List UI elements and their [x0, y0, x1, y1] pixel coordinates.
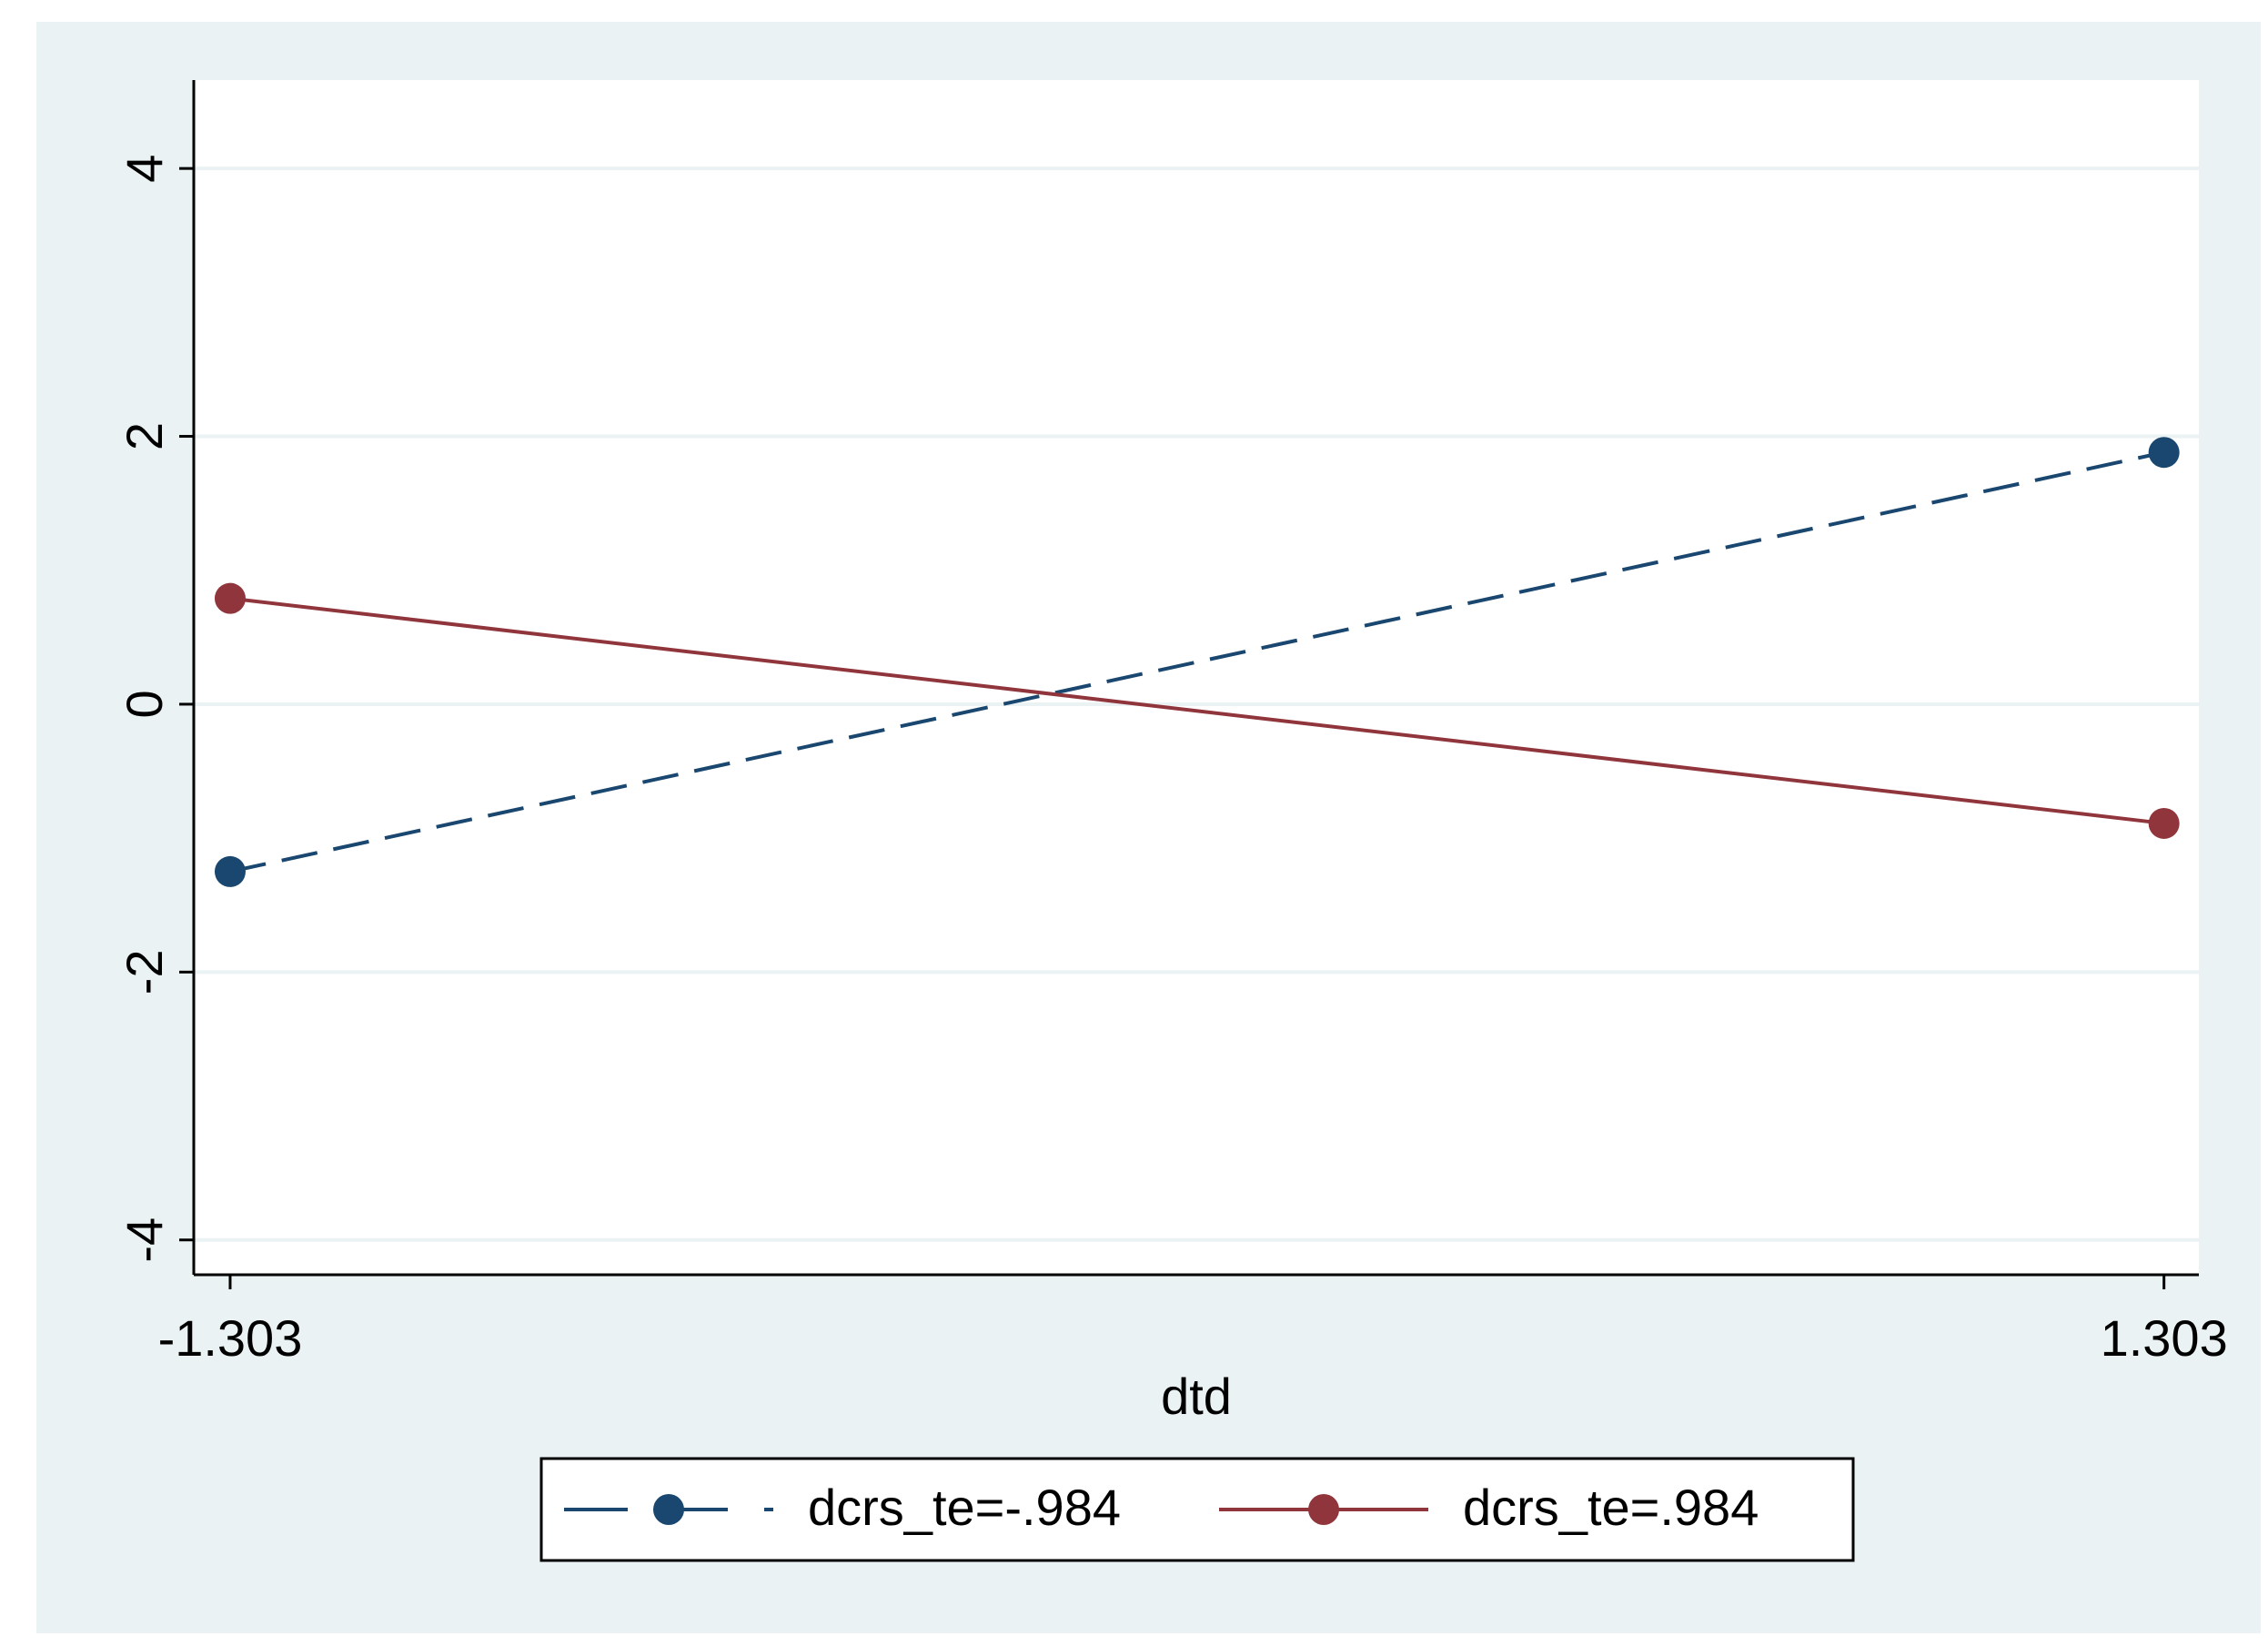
legend-marker	[653, 1494, 684, 1525]
series-line	[229, 596, 2164, 825]
x-tick-label: 1.303	[2101, 1309, 2228, 1367]
x-axis-title: dtd	[1161, 1368, 1232, 1425]
x-tick-label: -1.303	[158, 1309, 303, 1367]
point	[214, 582, 246, 614]
point	[214, 855, 246, 887]
legend	[539, 1457, 1855, 1562]
series-line	[229, 450, 2165, 873]
legend-marker	[1308, 1494, 1339, 1525]
y-tick-label: -4	[116, 1217, 173, 1263]
y-tick-label: -2	[116, 949, 173, 995]
point	[2148, 437, 2180, 469]
y-tick-label: 4	[116, 155, 173, 183]
point	[2148, 807, 2180, 839]
y-tick-label: 0	[116, 690, 173, 718]
legend-label: dcrs_te=.984	[1463, 1479, 1759, 1536]
legend-label: dcrs_te=-.984	[808, 1479, 1121, 1536]
y-tick-label: 2	[116, 422, 173, 450]
plot-area	[194, 80, 2199, 1275]
